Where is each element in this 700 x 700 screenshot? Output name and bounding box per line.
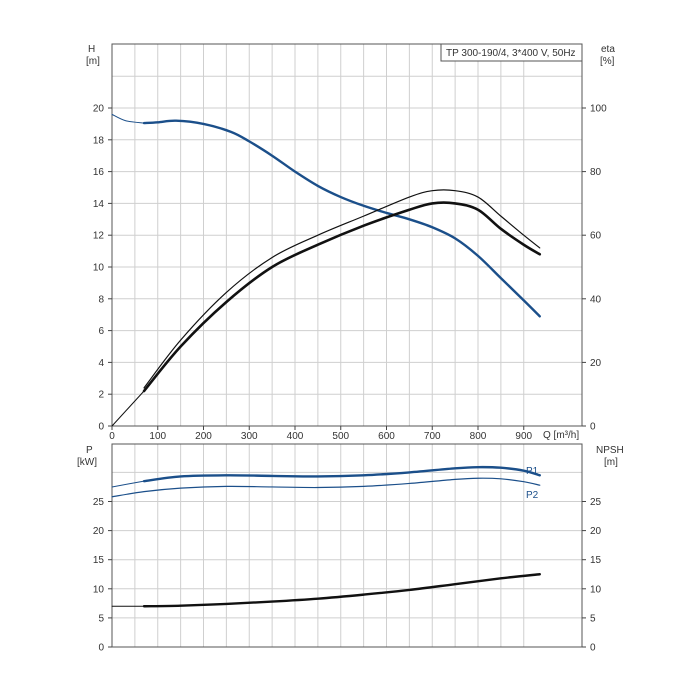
flow-axis-label: Q [m³/h] xyxy=(543,430,579,441)
flow-tick-label: 700 xyxy=(424,431,441,442)
flow-tick-label: 900 xyxy=(515,431,532,442)
eta-tick-label: 0 xyxy=(590,422,596,433)
power-tick-label: 25 xyxy=(93,497,105,508)
head-axis-label: H xyxy=(88,44,95,55)
flow-tick-label: 200 xyxy=(195,431,212,442)
npsh-axis-unit: [m] xyxy=(604,457,618,468)
eta-tick-label: 80 xyxy=(590,167,602,178)
flow-tick-label: 100 xyxy=(149,431,166,442)
npsh-tick-label: 25 xyxy=(590,497,602,508)
eta-tick-label: 40 xyxy=(590,294,602,305)
npsh-tick-label: 15 xyxy=(590,555,602,566)
power-axis-ticks: 0 5 10 15 20 25 xyxy=(93,497,112,654)
power-tick-label: 10 xyxy=(93,584,105,595)
head-tick-label: 18 xyxy=(93,135,105,146)
eta-tick-label: 100 xyxy=(590,104,607,115)
p1-power-curve-line xyxy=(111,480,145,488)
power-tick-label: 15 xyxy=(93,555,105,566)
head-efficiency-panel: 0 2 4 6 8 10 12 14 16 18 20 0 20 40 60 80 100 0 100 200 30… xyxy=(86,43,615,442)
efficiency-curve-line xyxy=(143,189,541,389)
head-tick-label: 20 xyxy=(93,104,105,115)
bottom-series-group xyxy=(111,465,541,608)
head-curve-line xyxy=(111,113,145,124)
power-tick-label: 5 xyxy=(98,613,104,624)
eta-axis-ticks: 0 20 40 60 80 100 xyxy=(582,104,607,433)
head-tick-label: 12 xyxy=(93,231,105,242)
flow-tick-label: 400 xyxy=(287,431,304,442)
power-npsh-panel: 0 5 10 15 20 25 0 5 10 15 20 25 P [kW] NPSH [m] P1… xyxy=(77,443,624,654)
flow-tick-label: 300 xyxy=(241,431,258,442)
npsh-axis-label: NPSH xyxy=(596,445,624,456)
npsh-tick-label: 20 xyxy=(590,526,602,537)
head-tick-label: 6 xyxy=(98,326,104,337)
flow-axis-ticks: 0 100 200 300 400 500 600 700 800 900 xyxy=(109,426,533,442)
eta-axis-label: eta xyxy=(601,44,615,55)
npsh-axis-ticks: 0 5 10 15 20 25 xyxy=(582,497,602,654)
eta-tick-label: 60 xyxy=(590,231,602,242)
bottom-grid xyxy=(112,444,582,647)
power-axis-label: P xyxy=(86,445,93,456)
p2-power-curve-line xyxy=(111,477,541,498)
head-tick-label: 10 xyxy=(93,263,105,274)
head-tick-label: 16 xyxy=(93,167,105,178)
p1-series-label: P1 xyxy=(526,466,539,477)
power-axis-unit: [kW] xyxy=(77,457,97,468)
npsh-tick-label: 10 xyxy=(590,584,602,595)
npsh-tick-label: 5 xyxy=(590,613,596,624)
flow-tick-label: 0 xyxy=(109,431,115,442)
npsh-tick-label: 0 xyxy=(590,643,596,654)
eta-tick-label: 20 xyxy=(590,358,602,369)
head-tick-label: 14 xyxy=(93,199,105,210)
flow-tick-label: 500 xyxy=(332,431,349,442)
flow-tick-label: 800 xyxy=(470,431,487,442)
head-axis-unit: [m] xyxy=(86,56,100,67)
head-tick-label: 0 xyxy=(98,422,104,433)
eta-axis-unit: [%] xyxy=(600,56,615,67)
npsh-curve-line xyxy=(142,573,541,608)
head-axis-ticks: 0 2 4 6 8 10 12 14 16 18 20 xyxy=(93,104,112,433)
p2-series-label: P2 xyxy=(526,490,539,501)
power-tick-label: 20 xyxy=(93,526,105,537)
top-series-group xyxy=(111,113,542,427)
chart-title: TP 300-190/4, 3*400 V, 50Hz xyxy=(446,48,576,59)
p1-power-curve-line xyxy=(142,465,541,483)
bottom-plot-frame xyxy=(111,443,583,648)
power-tick-label: 0 xyxy=(98,643,104,654)
efficiency-curve-line xyxy=(111,390,145,427)
title-box xyxy=(440,43,583,62)
head-tick-label: 2 xyxy=(98,390,104,401)
head-curve-line xyxy=(142,119,541,318)
efficiency-curve-line xyxy=(142,201,542,393)
flow-tick-label: 600 xyxy=(378,431,395,442)
head-tick-label: 4 xyxy=(98,358,104,369)
head-tick-label: 8 xyxy=(98,294,104,305)
